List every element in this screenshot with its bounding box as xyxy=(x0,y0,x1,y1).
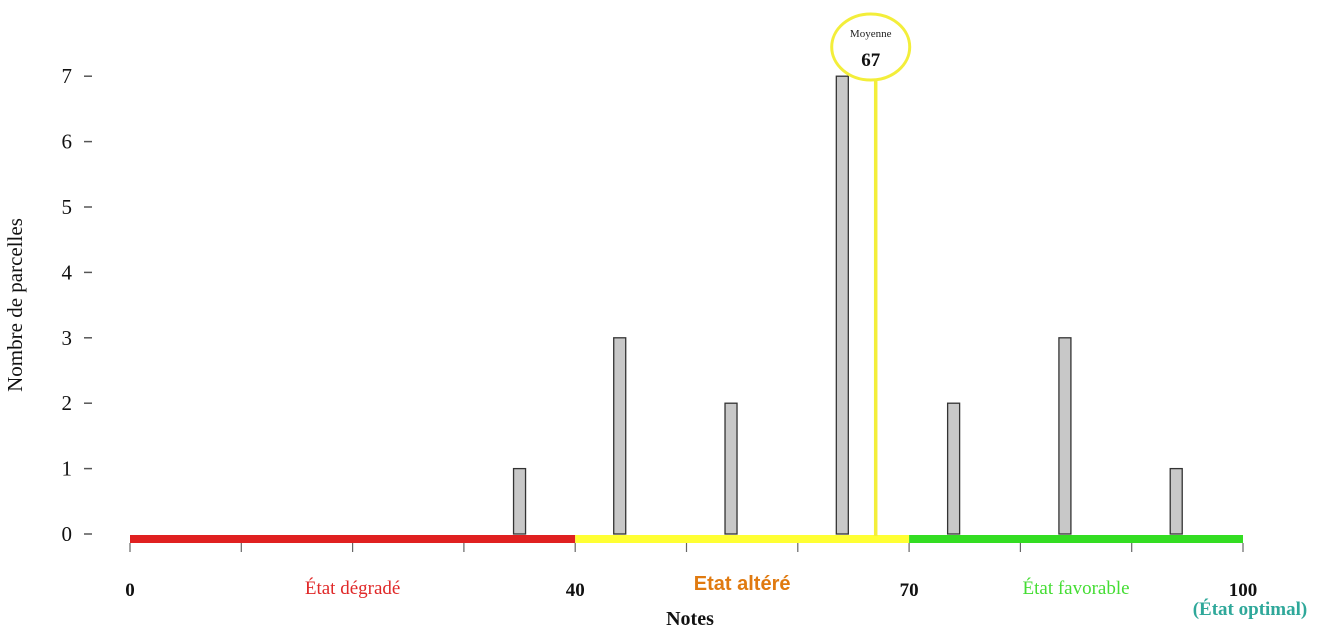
bar xyxy=(946,402,961,535)
y-tick-label: 7 xyxy=(62,64,73,88)
optimal-label: (État optimal) xyxy=(1193,598,1308,620)
zone-label: État dégradé xyxy=(305,577,400,599)
bar xyxy=(613,337,627,535)
y-tick-label: 2 xyxy=(62,391,73,415)
y-axis: 0 1 2 3 4 5 6 7 xyxy=(62,64,92,546)
x-axis-ticks: 0 40 70 100(État optimal) xyxy=(125,543,1307,620)
y-tick-label: 0 xyxy=(62,522,73,546)
x-tick-label: 0 xyxy=(125,580,135,601)
zone-label: État favorable xyxy=(1023,577,1130,599)
x-tick-label: 70 xyxy=(900,580,919,601)
y-tick-label: 1 xyxy=(62,457,73,481)
x-tick-label: 40 xyxy=(566,580,585,601)
y-tick-label: 4 xyxy=(62,260,73,284)
bar xyxy=(512,467,527,535)
bar xyxy=(724,402,738,535)
mean-value: 67 xyxy=(861,50,881,71)
x-axis-label: Notes xyxy=(666,608,714,630)
mean-circle xyxy=(830,12,912,82)
zone-bands: État dégradé Etat altéré État favorable xyxy=(130,535,1243,599)
bar xyxy=(835,75,849,535)
y-tick-label: 6 xyxy=(62,130,73,154)
bar xyxy=(1169,467,1183,535)
y-tick-label: 5 xyxy=(62,195,73,219)
y-tick-label: 3 xyxy=(62,326,73,350)
mean-label: Moyenne xyxy=(850,28,892,40)
mean-marker: Moyenne 67 xyxy=(830,12,912,536)
bar xyxy=(1058,337,1072,535)
bars xyxy=(512,75,1183,535)
y-axis-label: Nombre de parcelles xyxy=(3,218,27,392)
zone-label: Etat altéré xyxy=(694,573,791,595)
x-tick-label: 100 xyxy=(1229,580,1258,601)
